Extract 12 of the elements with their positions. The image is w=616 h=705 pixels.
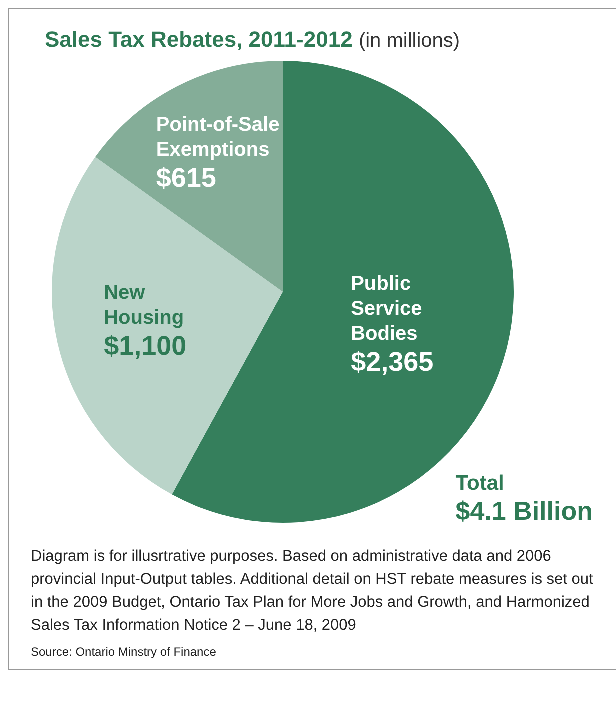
source-note: Source: Ontario Minstry of Finance <box>31 645 218 659</box>
slice-label: New Housing <box>104 282 184 330</box>
data-label: $1,100 <box>104 331 187 362</box>
slice-label: Point-of-Sale Exemptions <box>156 114 280 162</box>
slice-label: Public Service Bodies <box>351 272 422 345</box>
chart-title: Sales Tax Rebates, 2011-2012 <box>45 27 353 52</box>
data-label: $2,365 <box>351 346 434 377</box>
data-label: $615 <box>156 163 216 194</box>
text: Total <box>456 472 506 496</box>
text: $4.1 Billion <box>456 496 593 527</box>
text: Diagram is for illusrtrative purposes. Based on administrative data and 2006 provincial Input-Output tables. Additional detail on HST rebate measures is set out in the 2009 Budget, Ontario Tax Plan for More Jobs and Growth, and Harmonized Sales Tax Information Notice 2 – June 18, 2009 <box>31 547 594 636</box>
chart-subtitle: (in millions) <box>358 30 460 52</box>
